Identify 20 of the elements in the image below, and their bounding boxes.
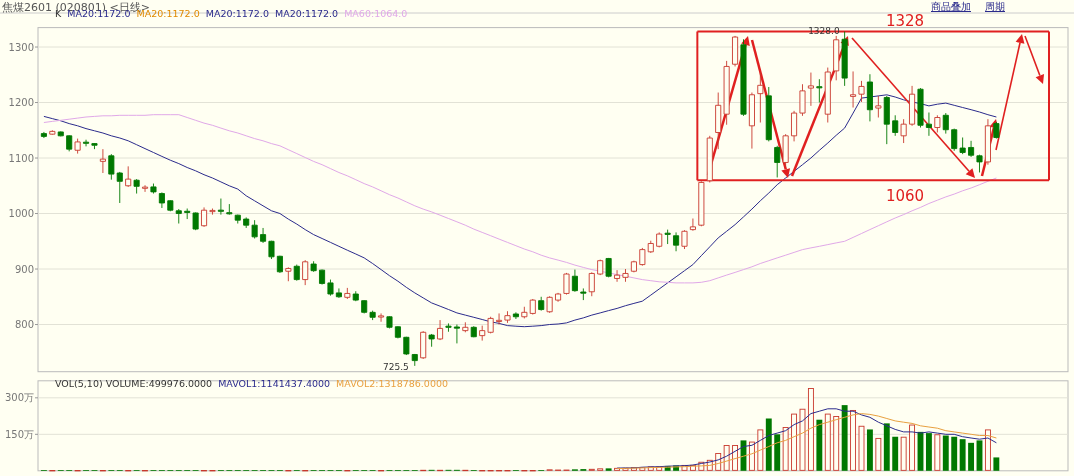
y-tick-label: 900 <box>14 263 34 275</box>
text: MA60:1064.0 <box>344 8 408 19</box>
annotation: 725.5 <box>383 361 409 372</box>
ref-line-label: 1328 <box>885 12 925 31</box>
y-tick-label: 300万 <box>4 392 34 404</box>
y-tick-label: 1100 <box>8 152 34 164</box>
y-tick-label: 1000 <box>8 208 34 220</box>
annotation: 1328.0 <box>808 26 840 37</box>
y-tick-label: 800 <box>14 319 34 331</box>
ref-line-label: 1060 <box>885 187 925 206</box>
y-tick-label: 150万 <box>4 428 34 440</box>
text: 周期 <box>985 1 1005 12</box>
text: MA20:1172.0 <box>274 8 339 19</box>
text: MAVOL1:1141437.4000 <box>218 378 331 389</box>
text: MAVOL2:1318786.0000 <box>336 378 449 389</box>
text: MA20:1172.0 <box>205 8 269 19</box>
y-tick-label: 1200 <box>8 97 34 109</box>
annotation: VOL(5,10) VOLUME:499976.0000 <box>55 378 213 389</box>
y-tick-label: 1300 <box>8 41 34 53</box>
text: 商品叠加 <box>931 1 971 12</box>
